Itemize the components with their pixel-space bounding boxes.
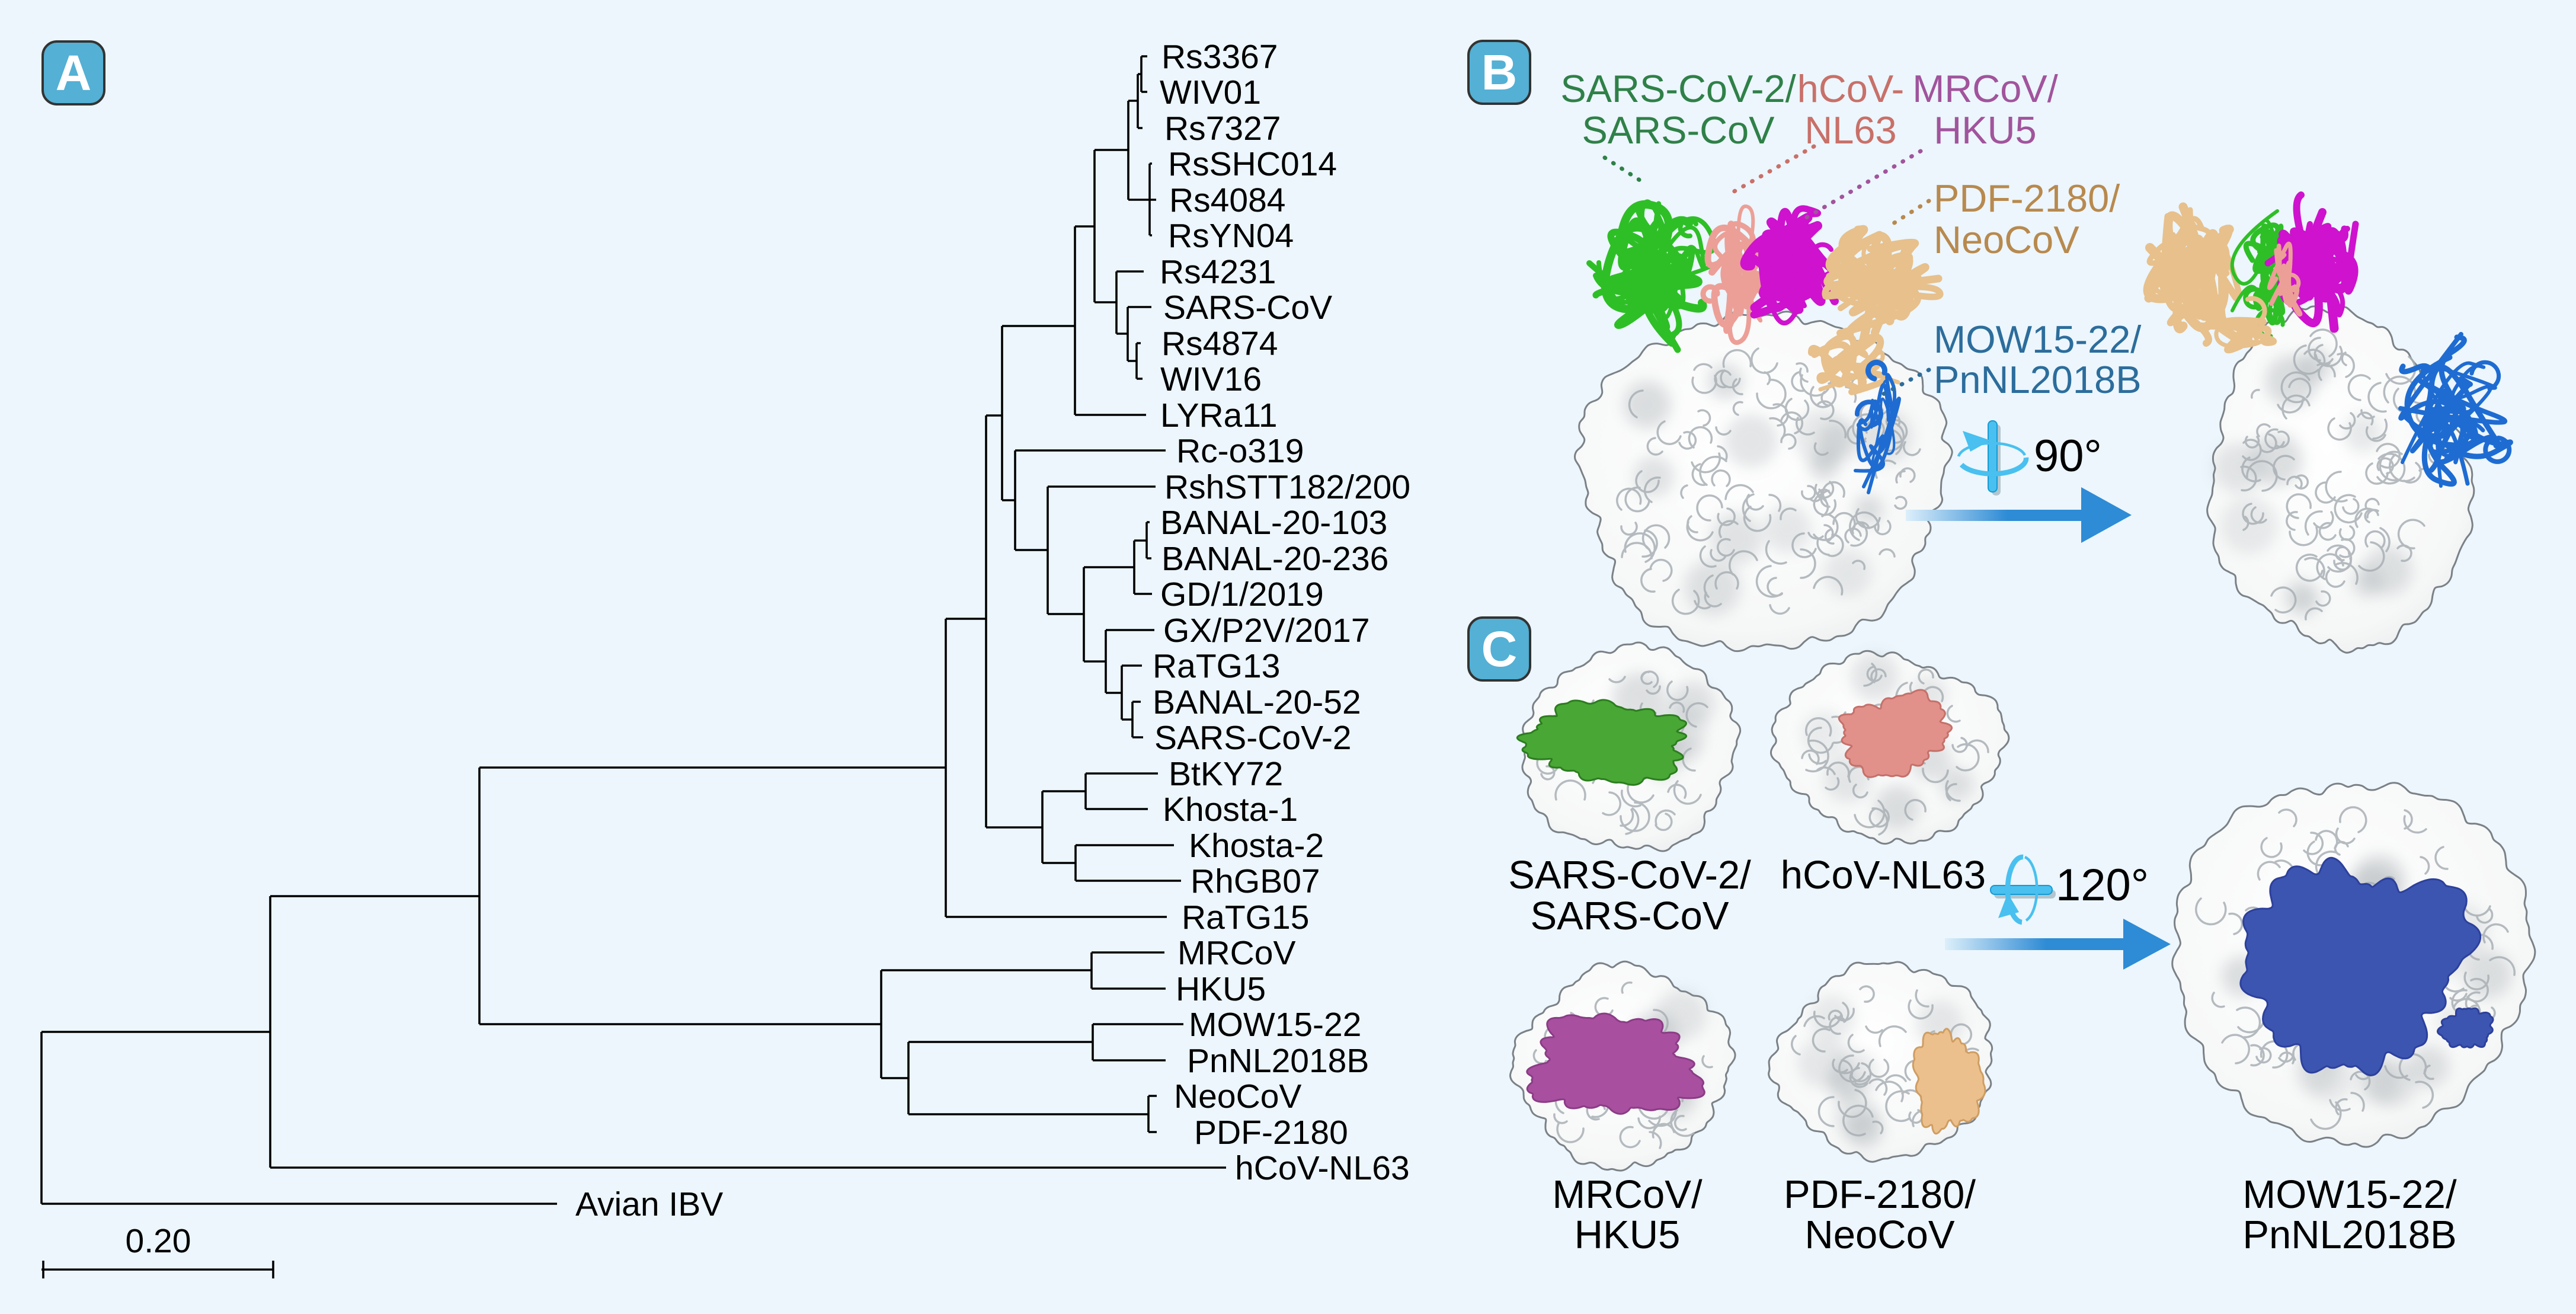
svg-text:BtKY72: BtKY72 [1169,755,1283,793]
svg-text:SARS-CoV-2/: SARS-CoV-2/ [1560,67,1796,110]
svg-text:MRCoV/: MRCoV/ [1912,67,2059,110]
svg-text:Khosta-2: Khosta-2 [1189,827,1324,865]
svg-text:GD/1/2019: GD/1/2019 [1160,576,1324,613]
svg-text:HKU5: HKU5 [1575,1213,1681,1257]
svg-text:BANAL-20-236: BANAL-20-236 [1161,540,1388,578]
svg-text:Rs4231: Rs4231 [1160,253,1276,291]
svg-text:Khosta-1: Khosta-1 [1163,791,1298,829]
svg-text:PnNL2018B: PnNL2018B [1187,1042,1369,1080]
svg-text:MOW15-22: MOW15-22 [1189,1006,1361,1044]
svg-text:SARS-CoV: SARS-CoV [1163,289,1332,327]
svg-text:SARS-CoV-2/: SARS-CoV-2/ [1508,853,1751,897]
svg-text:NeoCoV: NeoCoV [1804,1213,1955,1257]
svg-text:RsSHC014: RsSHC014 [1168,145,1337,183]
svg-text:Rs4084: Rs4084 [1169,181,1285,219]
svg-text:BANAL-20-52: BANAL-20-52 [1153,683,1361,721]
svg-text:SARS-CoV: SARS-CoV [1582,108,1775,152]
svg-text:RaTG15: RaTG15 [1182,899,1309,936]
svg-text:WIV01: WIV01 [1160,73,1261,111]
svg-text:RhGB07: RhGB07 [1191,862,1320,900]
svg-text:NeoCoV: NeoCoV [1934,218,2079,261]
svg-text:HKU5: HKU5 [1934,108,2036,152]
svg-text:SARS-CoV: SARS-CoV [1530,894,1729,938]
svg-text:LYRa11: LYRa11 [1160,397,1278,434]
svg-text:0.20: 0.20 [126,1222,191,1260]
svg-text:Rc-o319: Rc-o319 [1176,432,1304,470]
svg-text:A: A [56,45,92,101]
svg-text:hCoV-NL63: hCoV-NL63 [1235,1149,1410,1187]
svg-text:SARS-CoV-2: SARS-CoV-2 [1154,719,1352,757]
svg-text:RaTG13: RaTG13 [1153,647,1280,685]
svg-text:Rs3367: Rs3367 [1161,38,1278,76]
svg-text:PDF-2180/: PDF-2180/ [1934,177,2120,220]
svg-text:PnNL2018B: PnNL2018B [1934,358,2142,401]
svg-text:RsYN04: RsYN04 [1168,217,1294,255]
svg-text:C: C [1481,621,1518,677]
svg-text:MOW15-22/: MOW15-22/ [1934,318,2142,361]
svg-text:MRCoV/: MRCoV/ [1552,1172,1703,1217]
svg-text:PDF-2180: PDF-2180 [1194,1114,1348,1152]
svg-text:NL63: NL63 [1804,108,1896,152]
svg-text:90°: 90° [2034,431,2102,481]
svg-text:GX/P2V/2017: GX/P2V/2017 [1163,612,1370,650]
svg-text:Rs7327: Rs7327 [1164,110,1281,148]
svg-text:NeoCoV: NeoCoV [1174,1078,1301,1115]
svg-text:HKU5: HKU5 [1176,970,1266,1008]
svg-text:hCoV-NL63: hCoV-NL63 [1781,853,1986,897]
svg-text:MRCoV: MRCoV [1177,934,1296,972]
svg-text:Rs4874: Rs4874 [1161,325,1278,363]
svg-text:B: B [1481,44,1518,100]
svg-text:Avian IBV: Avian IBV [575,1185,723,1223]
svg-text:hCoV-: hCoV- [1797,67,1905,110]
svg-text:RshSTT182/200: RshSTT182/200 [1164,468,1410,506]
svg-text:WIV16: WIV16 [1160,360,1262,398]
svg-text:MOW15-22/: MOW15-22/ [2242,1172,2457,1217]
svg-text:PnNL2018B: PnNL2018B [2242,1213,2456,1257]
svg-text:120°: 120° [2056,860,2149,910]
svg-text:PDF-2180/: PDF-2180/ [1784,1172,1976,1217]
svg-text:BANAL-20-103: BANAL-20-103 [1160,504,1387,542]
